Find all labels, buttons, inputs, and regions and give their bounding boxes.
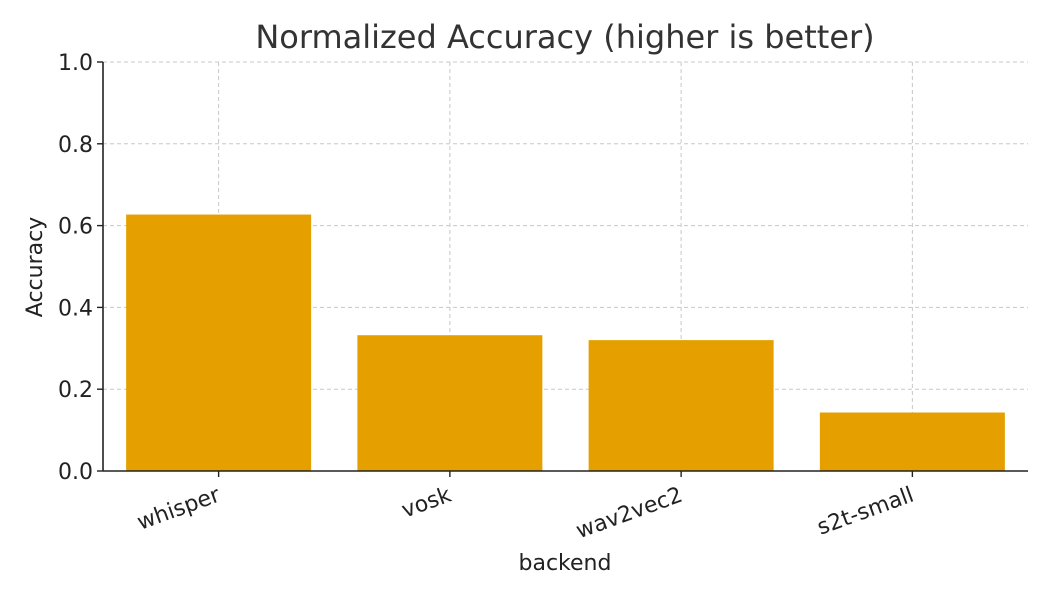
bars — [126, 214, 1005, 471]
y-tick-label: 0.6 — [58, 215, 93, 240]
x-tick-label: whisper — [134, 482, 224, 535]
x-axis-label: backend — [519, 551, 612, 576]
bar-s2t-small — [819, 412, 1005, 471]
chart-title: Normalized Accuracy (higher is better) — [255, 18, 874, 56]
x-ticks: whisper vosk wav2vec2 s2t-small — [134, 471, 917, 544]
y-tick-label: 0.0 — [58, 460, 93, 485]
bar-whisper — [126, 214, 312, 471]
x-tick-label: wav2vec2 — [573, 483, 686, 545]
y-ticks: 0.0 0.2 0.4 0.6 0.8 1.0 — [58, 51, 103, 485]
bar-wav2vec2 — [588, 340, 774, 471]
y-tick-label: 0.8 — [58, 133, 93, 158]
bar-vosk — [357, 335, 543, 471]
x-tick-label: s2t-small — [814, 483, 917, 541]
y-tick-label: 0.2 — [58, 378, 93, 403]
axes — [102, 62, 1028, 472]
x-tick-label: vosk — [398, 483, 454, 524]
y-axis-label: Accuracy — [23, 217, 48, 317]
y-tick-label: 1.0 — [58, 51, 93, 76]
y-tick-label: 0.4 — [58, 296, 93, 321]
